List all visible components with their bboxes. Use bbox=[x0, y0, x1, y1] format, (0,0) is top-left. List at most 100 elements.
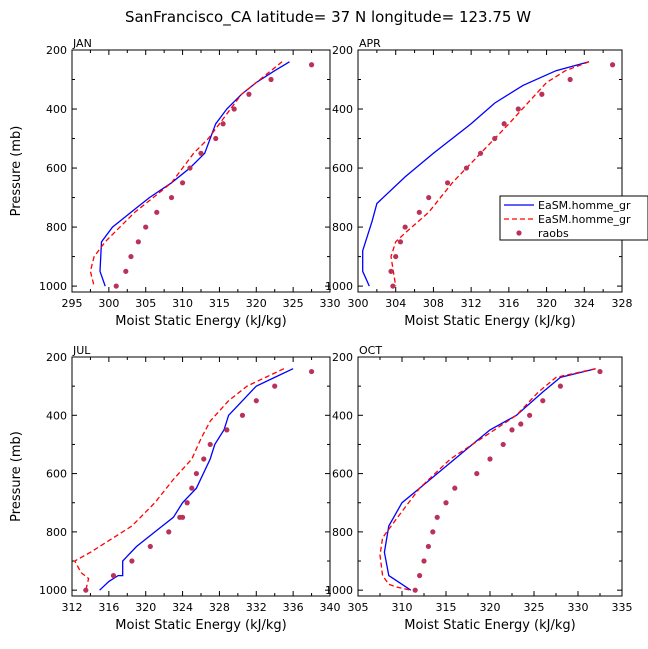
x-tick-label: 315 bbox=[436, 601, 457, 614]
raobs-point bbox=[135, 239, 141, 245]
y-tick-label: 400 bbox=[46, 103, 67, 116]
raobs-point bbox=[177, 514, 183, 520]
raobs-point bbox=[463, 165, 470, 171]
y-tick-label: 1000 bbox=[325, 280, 353, 293]
raobs-point bbox=[609, 62, 616, 68]
panel-apr: APR 300 304 308 312 316 320 324 328 200 400 600 800 1… bbox=[325, 37, 648, 329]
raobs-point bbox=[388, 268, 394, 274]
x-tick-label: 316 bbox=[498, 297, 519, 310]
series-line-dashed bbox=[390, 61, 590, 287]
raobs-point bbox=[253, 398, 259, 404]
series-line-solid bbox=[99, 61, 290, 287]
x-tick-label: 328 bbox=[209, 601, 230, 614]
x-tick-label: 315 bbox=[209, 297, 230, 310]
x-tick-label: 310 bbox=[392, 601, 413, 614]
raobs-point bbox=[184, 500, 190, 506]
raobs-point bbox=[128, 253, 134, 260]
raobs-point bbox=[166, 529, 172, 535]
x-tick-label: 324 bbox=[172, 601, 193, 614]
raobs-point bbox=[143, 224, 149, 230]
raobs-point bbox=[474, 470, 480, 477]
x-tick-label: 300 bbox=[348, 297, 369, 310]
raobs-point bbox=[397, 239, 404, 245]
raobs-point bbox=[421, 558, 427, 564]
panel-jan: JAN 295 300 305 310 315 320 325 330 200 400 600 800 1… bbox=[9, 37, 341, 329]
x-tick-label: 305 bbox=[348, 601, 369, 614]
plot-area bbox=[89, 61, 315, 289]
raobs-point bbox=[224, 427, 230, 433]
panel-label: JUL bbox=[72, 344, 91, 357]
x-tick-label: 295 bbox=[62, 297, 83, 310]
panel-label: JAN bbox=[72, 37, 92, 50]
plot-area bbox=[362, 61, 616, 289]
raobs-point bbox=[308, 62, 315, 68]
raobs-point bbox=[402, 224, 408, 230]
y-tick-label: 400 bbox=[332, 103, 353, 116]
legend-box bbox=[499, 195, 648, 241]
y-axis-label: Pressure (mb) bbox=[9, 126, 24, 217]
raobs-point bbox=[597, 368, 603, 375]
x-tick-label: 320 bbox=[246, 297, 267, 310]
y-tick-label: 200 bbox=[46, 44, 67, 57]
raobs-point bbox=[416, 209, 422, 215]
raobs-point bbox=[113, 283, 119, 289]
raobs-point bbox=[500, 441, 506, 448]
raobs-point bbox=[393, 253, 399, 260]
x-tick-label: 332 bbox=[246, 601, 267, 614]
y-tick-label: 600 bbox=[332, 162, 353, 175]
raobs-point bbox=[487, 456, 493, 462]
x-axis-label: Moist Static Energy (kJ/kg) bbox=[404, 314, 575, 329]
raobs-point bbox=[213, 135, 219, 142]
y-tick-label: 400 bbox=[46, 409, 67, 422]
legend-label: raobs bbox=[538, 227, 569, 240]
y-tick-label: 600 bbox=[332, 468, 353, 481]
raobs-point bbox=[518, 421, 524, 427]
raobs-point bbox=[501, 121, 507, 127]
raobs-point bbox=[83, 587, 89, 593]
raobs-point bbox=[189, 485, 195, 491]
raobs-point bbox=[426, 194, 432, 201]
raobs-point bbox=[239, 412, 246, 418]
raobs-point bbox=[434, 514, 440, 520]
raobs-point bbox=[430, 529, 436, 535]
raobs-point bbox=[207, 441, 213, 448]
x-tick-label: 300 bbox=[98, 297, 119, 310]
plot-frame bbox=[71, 49, 331, 293]
y-tick-label: 800 bbox=[332, 526, 353, 539]
series-line-dashed bbox=[379, 368, 596, 591]
x-tick-label: 310 bbox=[172, 297, 193, 310]
raobs-point bbox=[187, 165, 193, 171]
y-axis-label: Pressure (mb) bbox=[9, 431, 24, 522]
raobs-point bbox=[231, 106, 237, 112]
raobs-point bbox=[390, 283, 396, 289]
x-tick-label: 324 bbox=[574, 297, 595, 310]
raobs-point bbox=[444, 180, 451, 186]
raobs-point bbox=[509, 427, 515, 433]
raobs-point bbox=[272, 383, 278, 389]
raobs-point bbox=[246, 91, 252, 97]
series-line-dashed bbox=[73, 368, 285, 591]
plot-frame bbox=[357, 356, 623, 597]
x-tick-label: 320 bbox=[536, 297, 557, 310]
x-tick-label: 330 bbox=[568, 601, 589, 614]
raobs-point bbox=[168, 194, 175, 201]
raobs-point bbox=[492, 135, 498, 142]
y-tick-label: 200 bbox=[46, 351, 67, 364]
raobs-point bbox=[179, 180, 186, 186]
series-line-solid bbox=[362, 61, 590, 287]
legend-label: EaSM.homme_gr bbox=[538, 213, 631, 226]
plot-frame bbox=[71, 356, 331, 597]
raobs-point bbox=[193, 470, 199, 477]
y-tick-label: 200 bbox=[332, 351, 353, 364]
x-tick-label: 325 bbox=[524, 601, 545, 614]
raobs-point bbox=[201, 456, 207, 462]
y-tick-label: 200 bbox=[332, 44, 353, 57]
series-line-dashed bbox=[89, 61, 283, 287]
x-axis-label: Moist Static Energy (kJ/kg) bbox=[115, 618, 286, 633]
x-tick-label: 304 bbox=[385, 297, 406, 310]
raobs-point bbox=[567, 76, 573, 83]
y-tick-label: 800 bbox=[332, 221, 353, 234]
raobs-point bbox=[527, 412, 533, 418]
raobs-point bbox=[268, 76, 274, 83]
